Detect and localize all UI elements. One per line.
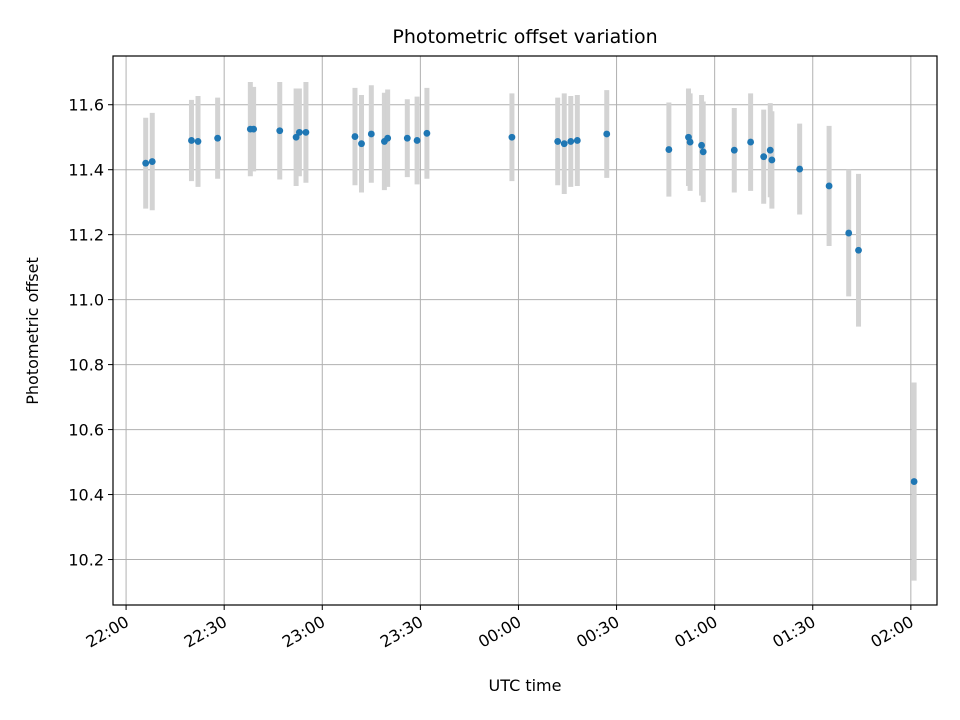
data-point [768,156,776,164]
y-tick-label: 11.4 [68,161,104,180]
data-point [796,165,804,173]
y-tick-label: 10.6 [68,421,104,440]
data-point [760,153,768,161]
data-point [825,182,833,190]
y-tick-label: 11.0 [68,291,104,310]
data-point [384,134,392,142]
data-point [188,137,195,144]
data-point [214,134,222,142]
data-points [142,125,918,485]
chart-title: Photometric offset variation [392,26,657,48]
data-point [194,138,202,145]
data-point [292,133,300,141]
data-point [766,146,774,154]
data-point [560,140,568,148]
data-point [358,140,365,148]
data-point [665,146,673,153]
data-point [686,138,694,146]
y-tick-label: 10.4 [68,486,104,505]
data-point [142,159,150,167]
data-point [508,133,516,141]
data-point [567,138,575,145]
grid [113,56,937,605]
data-point [747,138,755,146]
y-axis-label: Photometric offset [23,257,42,405]
data-point [351,133,359,140]
data-point [148,158,156,165]
data-point [295,128,303,136]
y-tick-label: 10.8 [68,356,104,375]
data-point [276,127,284,135]
data-point [302,128,310,136]
y-tick-label: 11.6 [68,96,104,115]
data-point [403,134,411,142]
data-point [250,125,258,133]
y-tick-label: 10.2 [68,551,104,570]
data-point [423,129,431,137]
data-point [554,138,562,145]
data-point [698,141,705,149]
data-point [910,478,918,485]
data-point [855,246,862,254]
data-point [699,148,707,156]
data-point [845,229,853,237]
x-axis-label: UTC time [489,676,562,695]
y-tick-label: 11.2 [68,226,104,245]
data-point [573,137,581,144]
data-point [367,130,375,138]
data-point [413,137,421,144]
data-point [603,130,611,138]
data-point [730,146,738,154]
plot-frame [112,55,938,606]
